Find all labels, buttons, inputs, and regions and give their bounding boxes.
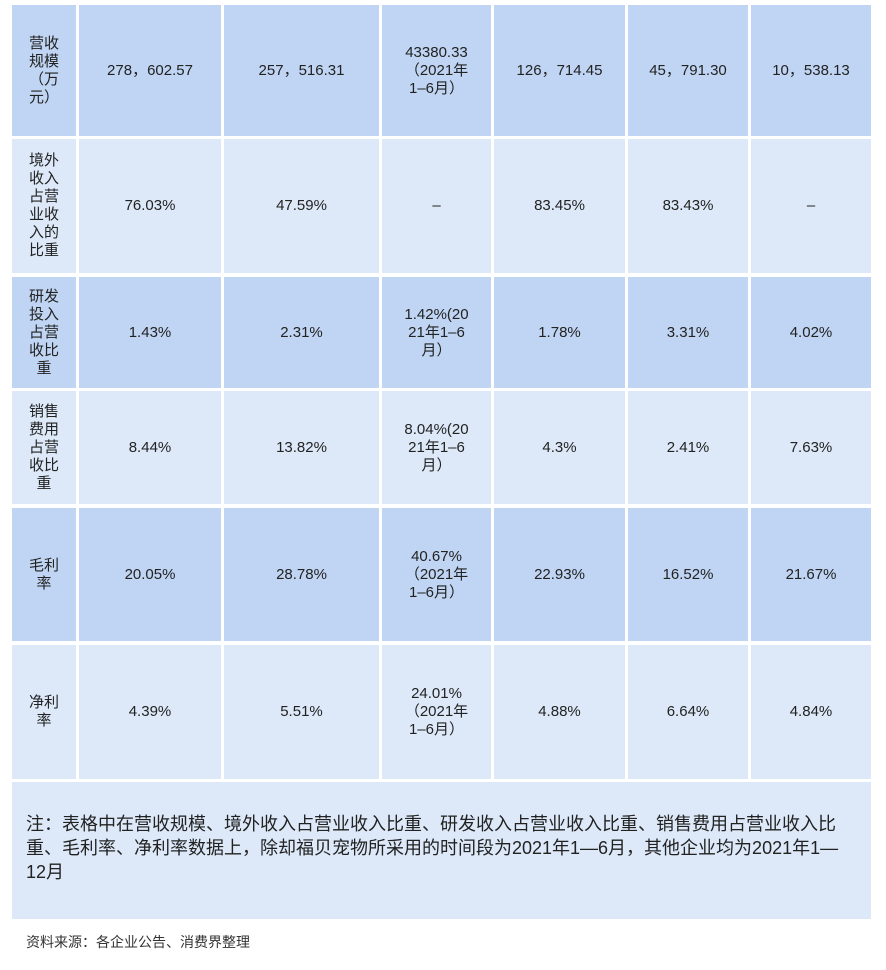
table-row-gross-margin: 毛利 率 20.05% 28.78% 40.67% （2021年 1–6月） 2… [12, 508, 871, 641]
table-row-overseas-share: 境外 收入 占营 业收 入的 比重 76.03% 47.59% – 83.45%… [12, 139, 871, 273]
cell-value: 45，791.30 [649, 61, 727, 79]
table-cell: 4.88% [494, 645, 625, 779]
cell-value: – [432, 197, 441, 214]
table-cell: 3.31% [628, 277, 748, 388]
cell-value: 2.41% [666, 438, 710, 456]
cell-value: 6.64% [666, 703, 710, 720]
cell-value: 43380.33 （2021年 1–6月） [404, 43, 469, 97]
cell-value: 278，602.57 [107, 61, 193, 79]
cell-value: 10，538.13 [772, 61, 850, 79]
cell-value: 4.84% [789, 703, 833, 720]
source-caption: 资料来源：各企业公告、消费界整理 [26, 934, 250, 950]
cell-value: 16.52% [662, 565, 714, 583]
cell-value: 28.78% [276, 565, 327, 583]
table-cell: 4.39% [79, 645, 221, 779]
row-label-cell: 毛利 率 [12, 508, 76, 641]
table-cell: 24.01% （2021年 1–6月） [382, 645, 491, 779]
cell-value: 5.51% [280, 703, 323, 720]
cell-value: 47.59% [276, 197, 327, 214]
cell-value: 21.67% [785, 565, 837, 583]
table-cell: – [382, 139, 491, 273]
table-cell: 43380.33 （2021年 1–6月） [382, 5, 491, 136]
table-cell: 2.41% [628, 391, 748, 504]
table-cell: 5.51% [224, 645, 379, 779]
table-cell: 257，516.31 [224, 5, 379, 136]
cell-value: 2.31% [280, 323, 323, 341]
table-cell: 126，714.45 [494, 5, 625, 136]
cell-value: 4.02% [789, 323, 833, 341]
table-cell: 16.52% [628, 508, 748, 641]
cell-value: 13.82% [276, 438, 327, 456]
table-cell: 7.63% [751, 391, 871, 504]
table-cell: 4.84% [751, 645, 871, 779]
table-cell: 21.67% [751, 508, 871, 641]
table-row-rd-share: 研发 投入 占营 收比 重 1.43% 2.31% 1.42%(20 21年1–… [12, 277, 871, 388]
cell-value: 1.43% [128, 323, 172, 341]
row-label: 销售 费用 占营 收比 重 [28, 402, 59, 492]
table-cell: 1.43% [79, 277, 221, 388]
row-label-cell: 营收 规模 （万 元） [12, 5, 76, 136]
row-label-cell: 研发 投入 占营 收比 重 [12, 277, 76, 388]
row-label: 净利 率 [28, 694, 59, 729]
table-cell: 28.78% [224, 508, 379, 641]
table-cell: 13.82% [224, 391, 379, 504]
table-cell: – [751, 139, 871, 273]
cell-value: 3.31% [666, 323, 710, 341]
table-cell: 83.45% [494, 139, 625, 273]
table-cell: 76.03% [79, 139, 221, 273]
table-cell: 2.31% [224, 277, 379, 388]
comparison-table: 营收 规模 （万 元） 278，602.57 257，516.31 43380.… [12, 5, 871, 779]
table-cell: 47.59% [224, 139, 379, 273]
cell-value: 1.42%(20 21年1–6 月） [404, 305, 469, 359]
table-cell: 83.43% [628, 139, 748, 273]
cell-value: 8.44% [128, 438, 172, 456]
table-cell: 8.04%(20 21年1–6 月） [382, 391, 491, 504]
cell-value: 1.78% [538, 323, 581, 341]
table-cell: 45，791.30 [628, 5, 748, 136]
table-cell: 22.93% [494, 508, 625, 641]
table-cell: 6.64% [628, 645, 748, 779]
cell-value: 257，516.31 [258, 61, 345, 79]
note-text: 注：表格中在营收规模、境外收入占营业收入比重、研发收入占营业收入比重、销售费用占… [26, 814, 839, 882]
row-label: 毛利 率 [28, 556, 59, 592]
table-cell: 1.42%(20 21年1–6 月） [382, 277, 491, 388]
table-row-net-margin: 净利 率 4.39% 5.51% 24.01% （2021年 1–6月） 4.8… [12, 645, 871, 779]
cell-value: 20.05% [124, 565, 176, 583]
cell-value: 83.43% [662, 197, 714, 214]
row-label: 营收 规模 （万 元） [28, 34, 59, 106]
cell-value: 22.93% [534, 565, 585, 583]
cell-value: 4.39% [128, 703, 172, 720]
cell-value: 4.3% [542, 438, 577, 456]
table-note: 注：表格中在营收规模、境外收入占营业收入比重、研发收入占营业收入比重、销售费用占… [12, 782, 871, 919]
table-cell: 1.78% [494, 277, 625, 388]
table-row-revenue: 营收 规模 （万 元） 278，602.57 257，516.31 43380.… [12, 5, 871, 136]
cell-value: 7.63% [789, 438, 833, 456]
table-cell: 278，602.57 [79, 5, 221, 136]
table-cell: 10，538.13 [751, 5, 871, 136]
cell-value: 24.01% （2021年 1–6月） [404, 685, 469, 738]
cell-value: 126，714.45 [516, 61, 603, 79]
table-cell: 4.02% [751, 277, 871, 388]
row-label: 境外 收入 占营 业收 入的 比重 [28, 152, 59, 259]
row-label-cell: 销售 费用 占营 收比 重 [12, 391, 76, 504]
cell-value: 4.88% [538, 703, 581, 720]
row-label: 研发 投入 占营 收比 重 [28, 287, 59, 377]
row-label-cell: 净利 率 [12, 645, 76, 779]
table-cell: 8.44% [79, 391, 221, 504]
table-cell: 40.67% （2021年 1–6月） [382, 508, 491, 641]
cell-value: 76.03% [124, 197, 176, 214]
row-label-cell: 境外 收入 占营 业收 入的 比重 [12, 139, 76, 273]
table-cell: 4.3% [494, 391, 625, 504]
cell-value: 8.04%(20 21年1–6 月） [404, 420, 469, 474]
table-row-sales-expense-share: 销售 费用 占营 收比 重 8.44% 13.82% 8.04%(20 21年1… [12, 391, 871, 504]
cell-value: 83.45% [534, 197, 585, 214]
cell-value: 40.67% （2021年 1–6月） [404, 547, 469, 601]
table-cell: 20.05% [79, 508, 221, 641]
cell-value: – [806, 197, 816, 214]
